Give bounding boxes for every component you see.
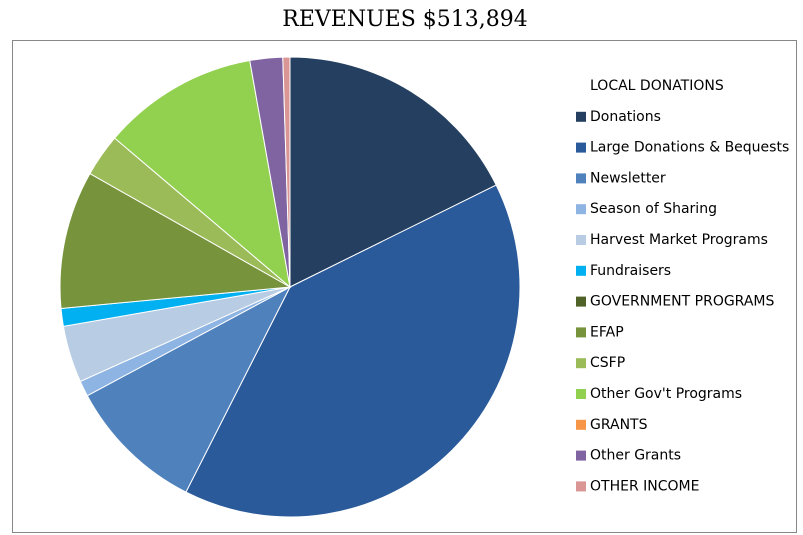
legend-label: EFAP [590,324,624,340]
legend-swatch [576,450,586,461]
legend-swatch [576,173,586,184]
legend-swatch [576,265,586,276]
legend-swatch [576,111,586,122]
legend-label: Other Gov't Programs [590,386,742,402]
legend-label: Newsletter [590,170,666,186]
pie-slice [59,172,292,309]
legend-swatch [576,358,586,369]
legend-swatch [576,389,586,399]
legend-label: GOVERNMENT PROGRAMS [590,294,774,310]
legend-label: Fundraisers [590,263,671,279]
pie [59,56,521,518]
legend-label: Large Donations & Bequests [590,140,789,156]
pie-slice [113,59,291,289]
pie-slice [86,285,292,493]
legend-label: Donations [590,109,661,125]
pie-slice [289,56,497,288]
legend-label: Harvest Market Programs [590,232,768,248]
plot-border [12,40,797,533]
legend-label: Season of Sharing [590,201,717,217]
legend-label: GRANTS [590,417,648,433]
legend-swatch [576,204,586,215]
legend-swatch [576,81,586,91]
legend-swatch [576,481,586,492]
legend-swatch [576,235,586,245]
legend-swatch [576,296,586,307]
legend-label: OTHER INCOME [590,478,699,494]
chart-title: REVENUES $513,894 [282,7,527,32]
legend-swatch [576,419,586,430]
pie-slice [282,56,291,288]
pie-slice [185,184,521,518]
legend-label: CSFP [590,355,625,371]
legend-label: LOCAL DONATIONS [590,78,724,94]
legend-label: Other Grants [590,448,681,464]
legend-swatch [576,327,586,338]
legend-swatch [576,142,586,153]
legend: LOCAL DONATIONS Donations Large Donations … [576,78,789,494]
